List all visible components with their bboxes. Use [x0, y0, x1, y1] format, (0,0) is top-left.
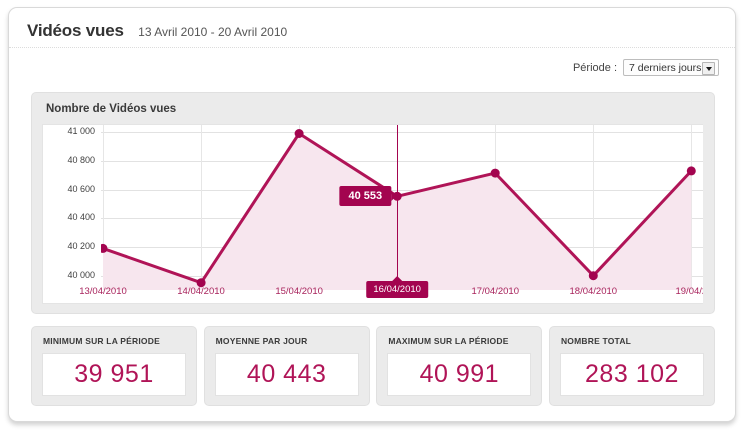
- chart-area-fill: [103, 133, 692, 290]
- stat-value-box: 40 443: [214, 353, 359, 396]
- page-title: Vidéos vues: [27, 21, 124, 40]
- stat-value: 40 991: [419, 360, 500, 388]
- y-axis-tick-label: 40 400: [67, 212, 95, 223]
- x-axis-tick-label[interactable]: 13/04/2010: [79, 286, 127, 297]
- period-label: Période :: [572, 61, 617, 74]
- stat-value-box: 283 102: [559, 353, 704, 396]
- stat-label: NOMBRE TOTAL: [560, 336, 632, 346]
- stat-value-box: 39 951: [42, 353, 186, 396]
- gridline-horizontal: [101, 189, 705, 191]
- period-select[interactable]: 7 derniers jours: [623, 59, 719, 76]
- period-selector-row: Période : 7 derniers jours: [573, 59, 719, 76]
- y-axis-tick-label: 40 800: [67, 154, 95, 165]
- period-select-value: 7 derniers jours: [629, 61, 702, 74]
- chart-data-point[interactable]: [294, 129, 304, 138]
- x-axis-tick-label-selected[interactable]: 16/04/2010: [366, 276, 428, 298]
- y-axis-tick-label: 40 200: [67, 240, 95, 251]
- chart-title: Nombre de Vidéos vues: [46, 103, 177, 115]
- stat-value-box: 40 991: [387, 353, 532, 396]
- chart-data-point[interactable]: [196, 278, 206, 288]
- x-axis-tick-label[interactable]: 15/04/2010: [275, 286, 323, 297]
- stat-value: 283 102: [585, 360, 679, 388]
- stat-label: MAXIMUM SUR LA PÉRIODE: [388, 336, 509, 346]
- stat-box: MINIMUM SUR LA PÉRIODE 39 951: [31, 326, 197, 406]
- chart-plot-inner: 41 000 40 800 40 600 40 400 40 200 40 000 40 …: [43, 125, 706, 303]
- stat-label: MINIMUM SUR LA PÉRIODE: [43, 336, 160, 346]
- gridline-vertical: [201, 125, 203, 290]
- selected-point-marker-line: [397, 125, 399, 285]
- gridline-vertical: [103, 125, 104, 290]
- gridline-horizontal: [101, 132, 705, 134]
- y-axis-tick-label: 41 000: [67, 126, 95, 137]
- chart-plot-area[interactable]: 41 000 40 800 40 600 40 400 40 200 40 000 40 …: [42, 124, 706, 304]
- stat-label: MOYENNE PAR JOUR: [215, 336, 308, 346]
- chart-panel: Nombre de Vidéos vues 41 000 40 800 40 600…: [31, 92, 715, 314]
- x-axis-labels: 13/04/2010 14/04/2010 15/04/2010 16/04/2010…: [43, 276, 706, 303]
- chart-data-point[interactable]: [588, 271, 598, 281]
- x-axis-tick-label[interactable]: 17/04/2010: [471, 286, 519, 297]
- chart-data-point[interactable]: [490, 168, 500, 178]
- chart-series-line: [101, 129, 696, 290]
- stat-box: MAXIMUM SUR LA PÉRIODE 40 991: [376, 326, 543, 406]
- stat-value: 40 443: [246, 360, 327, 388]
- y-axis-tick-label: 40 000: [67, 269, 95, 280]
- card-header: Vidéos vues 13 Avril 2010 - 20 Avril 201…: [9, 8, 735, 48]
- x-axis-tick-label[interactable]: 14/04/2010: [177, 286, 225, 297]
- date-range: 13 Avril 2010 - 20 Avril 2010: [138, 25, 288, 39]
- stat-value: 39 951: [74, 360, 154, 388]
- x-axis-tick-label[interactable]: 18/04/2010: [569, 286, 618, 297]
- gridline-horizontal: [101, 160, 705, 162]
- chart-right-gutter: [703, 124, 714, 304]
- summary-stats-row: MINIMUM SUR LA PÉRIODE 39 951 MOYENNE PAR …: [31, 326, 715, 406]
- stats-card: Vidéos vues 13 Avril 2010 - 20 Avril 201…: [8, 7, 736, 422]
- gridline-vertical: [593, 125, 595, 290]
- chevron-down-icon[interactable]: [702, 62, 715, 75]
- y-axis-tick-label: 40 600: [67, 183, 95, 194]
- stat-box: NOMBRE TOTAL 283 102: [548, 326, 715, 406]
- chart-tooltip: 40 553: [339, 186, 396, 207]
- chart-data-point[interactable]: [686, 166, 696, 176]
- stat-box: MOYENNE PAR JOUR 40 443: [203, 326, 370, 406]
- chart-data-point[interactable]: [101, 243, 108, 253]
- y-axis-labels: 41 000 40 800 40 600 40 400 40 200 40 000: [43, 125, 95, 303]
- gridline-vertical: [691, 125, 693, 290]
- x-axis-tick-label[interactable]: 19/04/2: [675, 286, 706, 297]
